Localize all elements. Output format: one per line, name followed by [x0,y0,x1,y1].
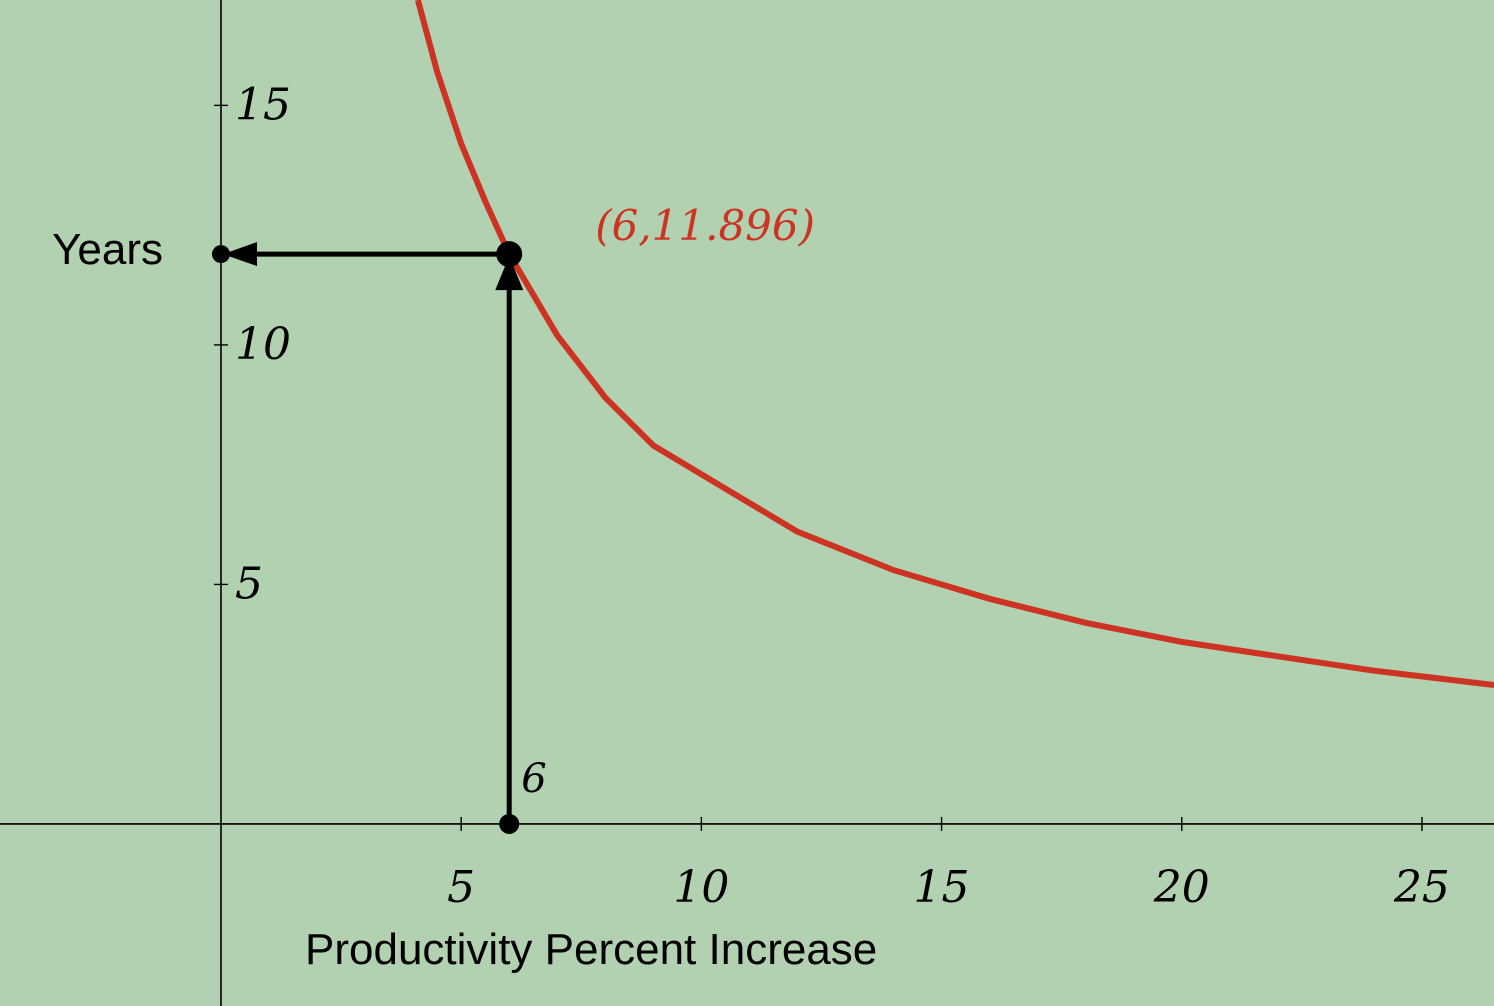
highlight-point-label: (6,11.896) [595,201,815,250]
x-tick-label: 5 [447,862,475,913]
y-tick-label: 5 [235,558,263,609]
x-tick-label: 10 [673,862,729,913]
y-tick-label: 15 [235,79,291,130]
arrowhead-left-icon [222,242,257,267]
x-axis-point-dot [499,813,520,834]
y-ticks-group: 5 10 15 [213,79,291,609]
x-tick-label: 15 [914,862,970,913]
arrowhead-up-icon [495,256,524,291]
x-tick-label: 20 [1153,862,1210,913]
x-axis-title: Productivity Percent Increase [305,925,877,974]
y-axis-point-dot [211,245,230,264]
x-marker-label: 6 [521,756,546,802]
x-ticks-group: 5 10 15 20 25 [447,816,1450,913]
y-tick-label: 10 [235,319,291,370]
y-axis-title: Years [52,225,163,274]
x-tick-label: 25 [1393,862,1450,913]
series-curve [415,0,1494,688]
highlight-point-dot [496,241,523,268]
